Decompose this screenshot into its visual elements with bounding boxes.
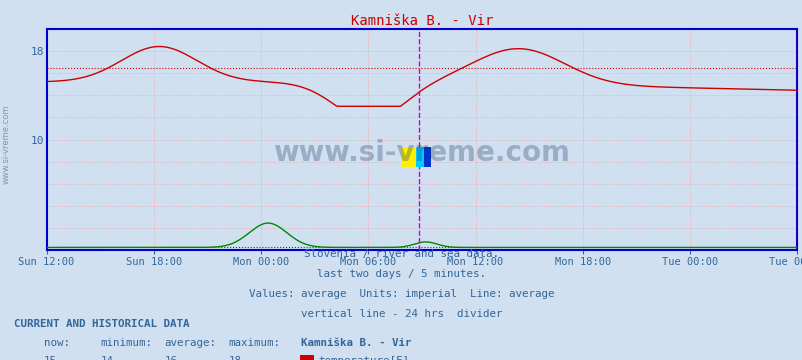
- Text: 16: 16: [164, 356, 177, 360]
- Title: Kamniška B. - Vir: Kamniška B. - Vir: [350, 14, 492, 28]
- Bar: [401, 147, 415, 167]
- Text: maximum:: maximum:: [229, 338, 281, 348]
- Bar: [415, 147, 423, 167]
- Text: vertical line - 24 hrs  divider: vertical line - 24 hrs divider: [301, 309, 501, 319]
- Text: last two days / 5 minutes.: last two days / 5 minutes.: [317, 269, 485, 279]
- Text: now:: now:: [44, 338, 70, 348]
- Bar: [423, 147, 431, 167]
- Text: Slovenia / river and sea data.: Slovenia / river and sea data.: [304, 249, 498, 260]
- Text: Kamniška B. - Vir: Kamniška B. - Vir: [301, 338, 411, 348]
- Text: 18: 18: [229, 356, 241, 360]
- Text: average:: average:: [164, 338, 217, 348]
- Text: 15: 15: [44, 356, 57, 360]
- Text: CURRENT AND HISTORICAL DATA: CURRENT AND HISTORICAL DATA: [14, 319, 190, 329]
- Text: minimum:: minimum:: [100, 338, 152, 348]
- Text: temperature[F]: temperature[F]: [318, 356, 409, 360]
- Text: 14: 14: [100, 356, 113, 360]
- Text: Values: average  Units: imperial  Line: average: Values: average Units: imperial Line: av…: [249, 289, 553, 299]
- Text: www.si-vreme.com: www.si-vreme.com: [273, 139, 569, 167]
- Text: www.si-vreme.com: www.si-vreme.com: [2, 104, 11, 184]
